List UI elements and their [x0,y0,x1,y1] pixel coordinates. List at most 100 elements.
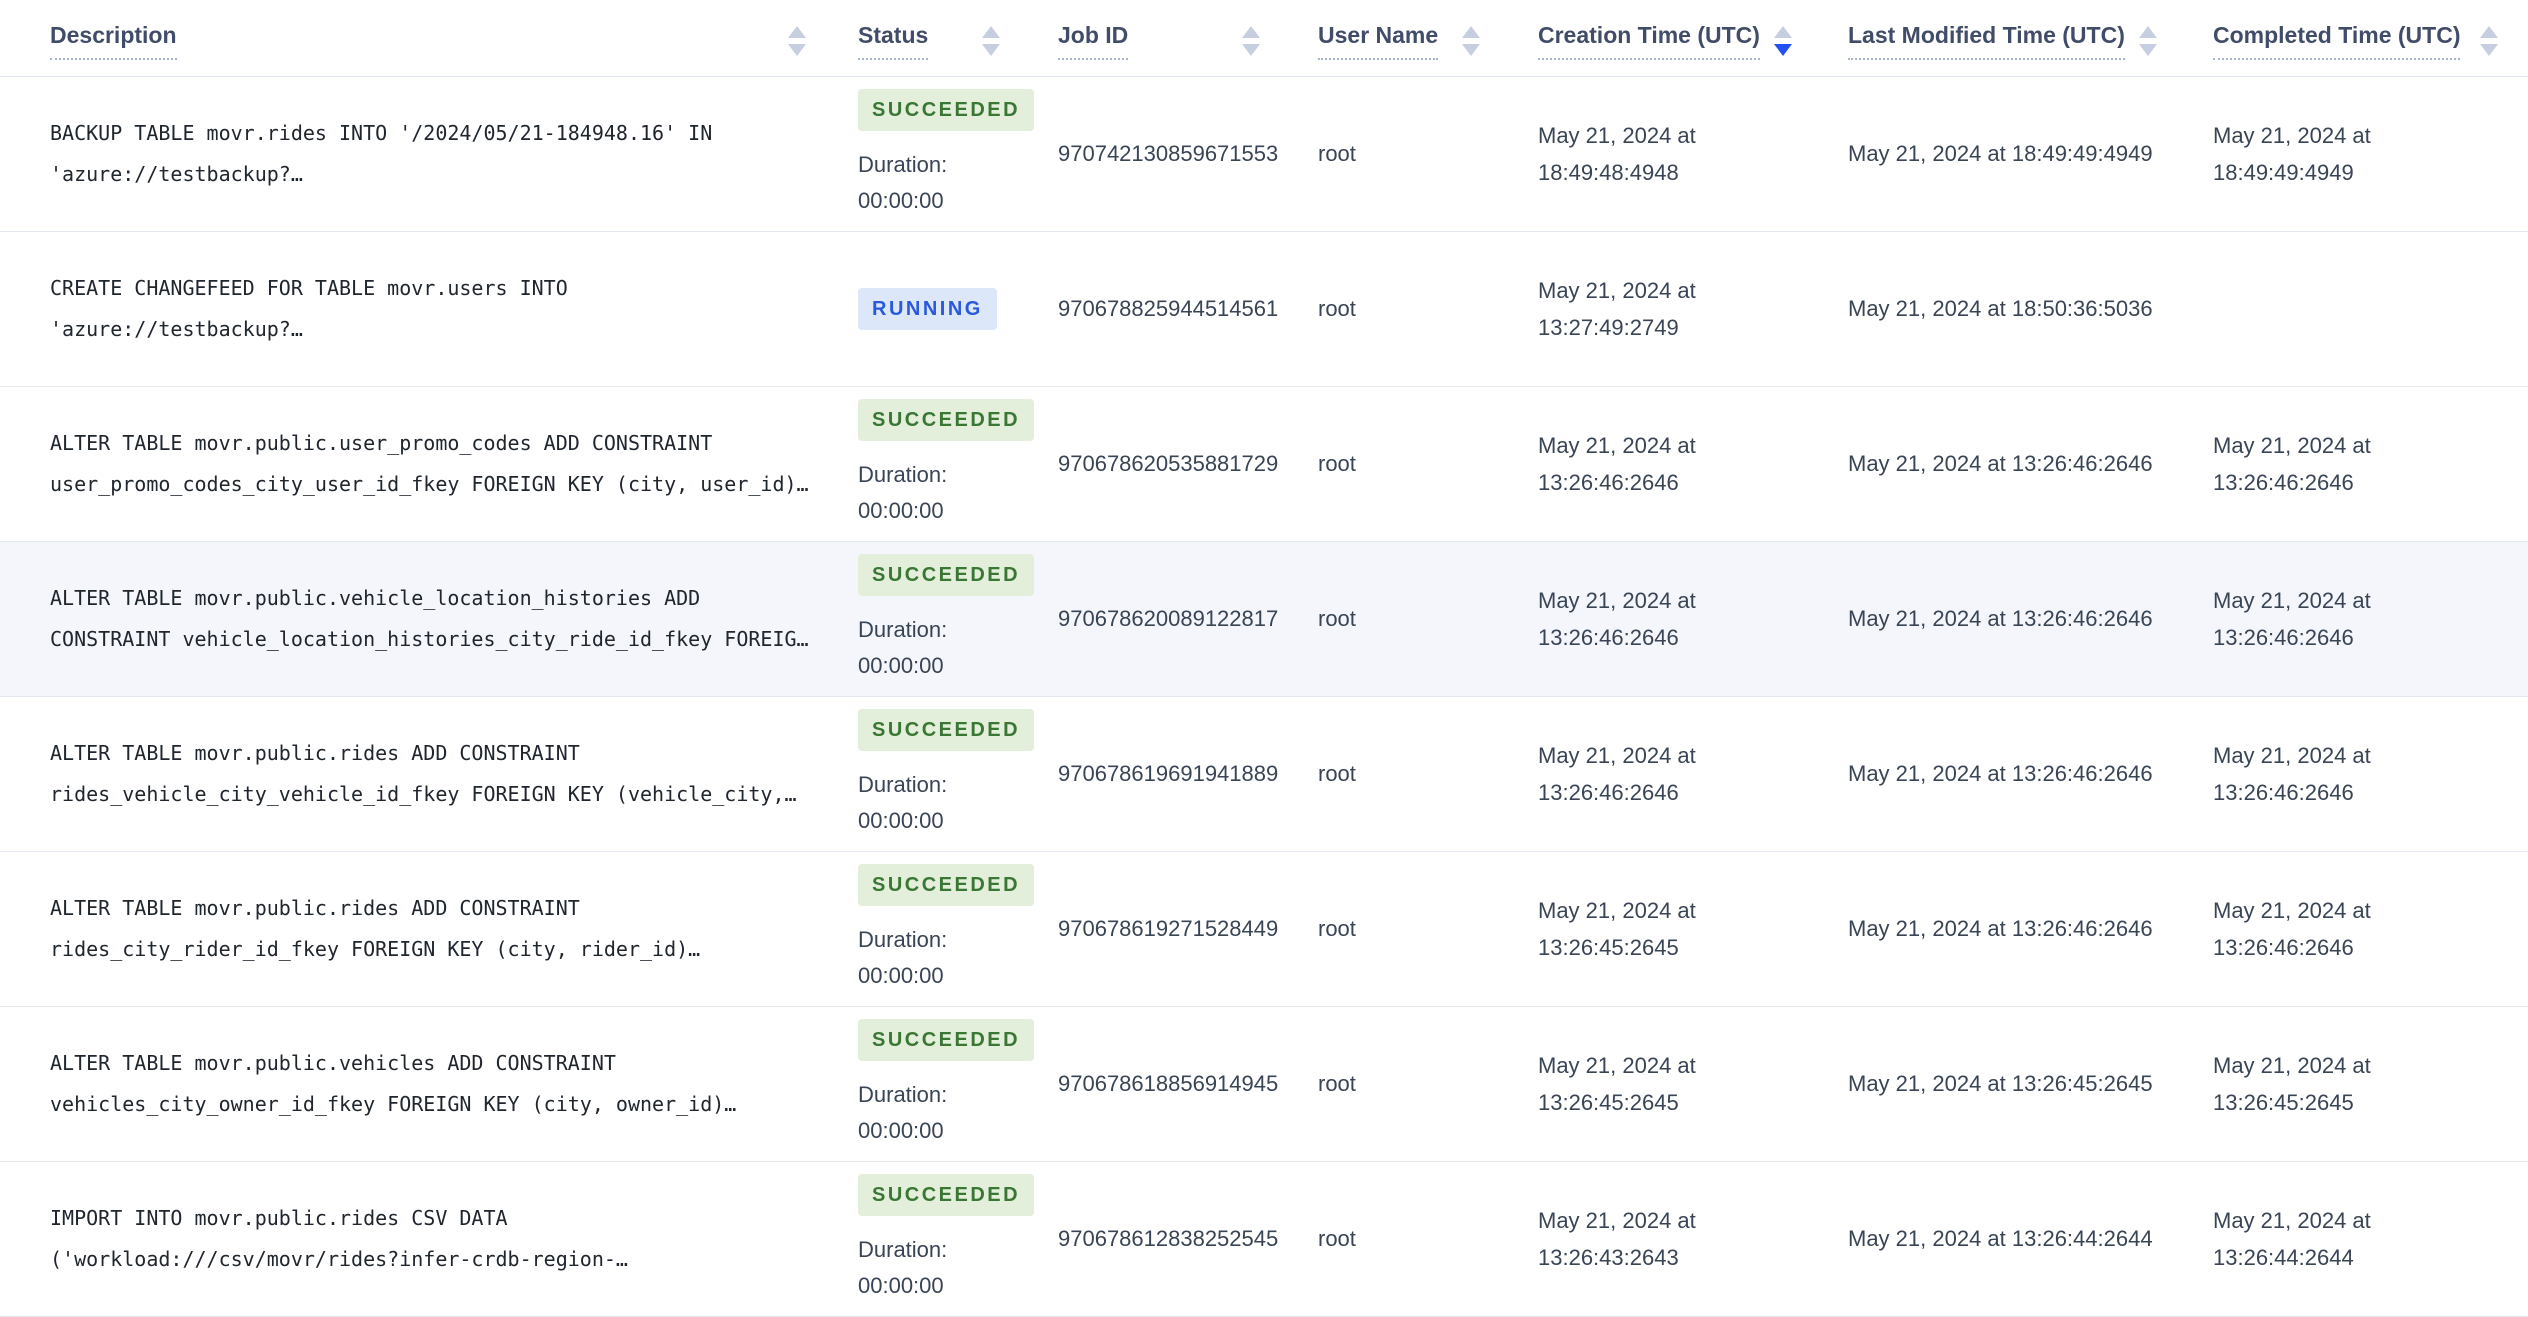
job-description-cell[interactable]: BACKUP TABLE movr.rides INTO '/2024/05/2… [0,76,830,232]
table-row[interactable]: ALTER TABLE movr.public.vehicle_location… [0,541,2528,697]
column-header-inner: Last Modified Time (UTC) [1820,16,2185,60]
job-description-line: CONSTRAINT vehicle_location_histories_ci… [50,626,809,651]
job-id-cell: 970742130859671553 [1030,76,1290,232]
column-header-completed_time[interactable]: Completed Time (UTC) [2185,0,2528,77]
table-row[interactable]: IMPORT INTO movr.public.rides CSV DATA ('… [0,1161,2528,1317]
sort-icon[interactable] [2480,25,2498,56]
sort-icon[interactable] [788,25,806,56]
sort-icon[interactable] [1462,25,1480,56]
job-description-cell[interactable]: ALTER TABLE movr.public.rides ADD CONSTR… [0,696,830,852]
job-description: IMPORT INTO movr.public.rides CSV DATA ('… [50,1198,830,1280]
completed-time-cell: May 21, 2024 at 18:49:49:4949 [2185,76,2528,232]
column-header-creation_time[interactable]: Creation Time (UTC) [1510,0,1820,77]
duration-value: 00:00:00 [858,1117,944,1143]
job-status-cell: SUCCEEDED Duration: 00:00:00 [830,696,1035,852]
job-id-cell: 970678620535881729 [1030,386,1290,542]
job-description: ALTER TABLE movr.public.user_promo_codes… [50,423,830,505]
column-header-inner: Description [0,16,830,60]
creation-time-cell: May 21, 2024 at 13:26:45:2645 [1510,1006,1820,1162]
duration-label: Duration: [858,771,948,797]
column-header-user_name[interactable]: User Name [1290,0,1510,77]
table-header-row: Description Status Job ID User Name Creation… [0,0,2528,77]
sort-asc-arrow [2138,25,2157,38]
job-duration: Duration: 00:00:00 [858,457,1030,529]
creation-time-cell: May 21, 2024 at 13:27:49:2749 [1510,231,1820,387]
table-row[interactable]: ALTER TABLE movr.public.rides ADD CONSTR… [0,851,2528,1007]
status-badge: RUNNING [858,287,997,330]
column-header-status[interactable]: Status [830,0,1030,77]
table-row[interactable]: BACKUP TABLE movr.rides INTO '/2024/05/2… [0,76,2528,232]
sort-icon[interactable] [982,25,1000,56]
job-description: ALTER TABLE movr.public.rides ADD CONSTR… [50,733,830,815]
job-duration: Duration: 00:00:00 [858,1077,1030,1149]
column-header-inner: Status [830,16,1030,60]
job-description-cell[interactable]: CREATE CHANGEFEED FOR TABLE movr.users I… [0,231,830,387]
duration-value: 00:00:00 [858,807,944,833]
sort-desc-arrow [788,43,806,56]
job-description-cell[interactable]: IMPORT INTO movr.public.rides CSV DATA ('… [0,1161,830,1317]
job-status-cell: SUCCEEDED Duration: 00:00:00 [830,76,1035,232]
job-description-line: ALTER TABLE movr.public.vehicle_location… [50,585,701,610]
column-header-label: Description [50,22,177,60]
job-id-cell: 970678825944514561 [1030,231,1290,387]
job-description-cell[interactable]: ALTER TABLE movr.public.vehicles ADD CON… [0,1006,830,1162]
job-status-cell: RUNNING [830,231,1030,387]
job-duration: Duration: 00:00:00 [858,147,1030,219]
job-id-cell: 970678618856914945 [1030,1006,1290,1162]
last-modified-time-cell: May 21, 2024 at 13:26:45:2645 [1820,1006,2185,1162]
column-header-last_modified_time[interactable]: Last Modified Time (UTC) [1820,0,2185,77]
creation-time-cell: May 21, 2024 at 13:26:46:2646 [1510,386,1820,542]
column-header-inner: User Name [1290,16,1510,60]
creation-time-cell: May 21, 2024 at 13:26:43:2643 [1510,1161,1820,1317]
last-modified-time-cell: May 21, 2024 at 13:26:46:2646 [1820,386,2185,542]
sort-desc-arrow [2480,43,2498,56]
last-modified-time-cell: May 21, 2024 at 18:50:36:5036 [1820,231,2185,387]
completed-time-cell: May 21, 2024 at 13:26:46:2646 [2185,541,2528,697]
completed-time-cell: May 21, 2024 at 13:26:46:2646 [2185,851,2528,1007]
job-description: ALTER TABLE movr.public.rides ADD CONSTR… [50,888,830,970]
sort-icon[interactable] [2138,25,2157,56]
sort-icon[interactable] [1773,25,1792,56]
duration-value: 00:00:00 [858,497,944,523]
table-row[interactable]: ALTER TABLE movr.public.user_promo_codes… [0,386,2528,542]
job-status-cell: SUCCEEDED Duration: 00:00:00 [830,1006,1035,1162]
duration-value: 00:00:00 [858,962,944,988]
last-modified-time-cell: May 21, 2024 at 13:26:44:2644 [1820,1161,2185,1317]
sort-asc-arrow [1773,25,1792,38]
sort-asc-arrow [1242,25,1260,38]
column-header-job_id[interactable]: Job ID [1030,0,1290,77]
sort-desc-arrow [2138,43,2157,56]
jobs-table-header: Description Status Job ID User Name Creation… [0,0,2528,77]
job-description-cell[interactable]: ALTER TABLE movr.public.vehicle_location… [0,541,830,697]
job-description-line: ALTER TABLE movr.public.rides ADD CONSTR… [50,895,580,920]
job-duration: Duration: 00:00:00 [858,612,1030,684]
job-description-line: vehicles_city_owner_id_fkey FOREIGN KEY … [50,1091,737,1116]
last-modified-time-cell: May 21, 2024 at 13:26:46:2646 [1820,851,2185,1007]
sort-icon[interactable] [1242,25,1260,56]
user-name-cell: root [1290,386,1510,542]
status-badge: SUCCEEDED [858,708,1035,751]
job-duration: Duration: 00:00:00 [858,767,1030,839]
duration-label: Duration: [858,461,948,487]
column-header-label: Creation Time (UTC) [1538,22,1760,60]
job-description-cell[interactable]: ALTER TABLE movr.public.rides ADD CONSTR… [0,851,830,1007]
table-row[interactable]: ALTER TABLE movr.public.rides ADD CONSTR… [0,696,2528,852]
table-row[interactable]: CREATE CHANGEFEED FOR TABLE movr.users I… [0,231,2528,387]
sort-asc-arrow [2480,25,2498,38]
sort-desc-arrow [1462,43,1480,56]
status-badge: SUCCEEDED [858,553,1035,596]
sort-asc-arrow [982,25,1000,38]
job-description-cell[interactable]: ALTER TABLE movr.public.user_promo_codes… [0,386,830,542]
column-header-label: User Name [1318,22,1439,60]
user-name-cell: root [1290,1161,1510,1317]
column-header-description[interactable]: Description [0,0,830,77]
status-badge: SUCCEEDED [858,1173,1035,1216]
duration-label: Duration: [858,616,948,642]
job-description: BACKUP TABLE movr.rides INTO '/2024/05/2… [50,113,830,195]
table-row[interactable]: ALTER TABLE movr.public.vehicles ADD CON… [0,1006,2528,1162]
status-badge: SUCCEEDED [858,88,1035,131]
job-id-cell: 970678619691941889 [1030,696,1290,852]
duration-label: Duration: [858,151,948,177]
job-duration: Duration: 00:00:00 [858,1232,1030,1304]
